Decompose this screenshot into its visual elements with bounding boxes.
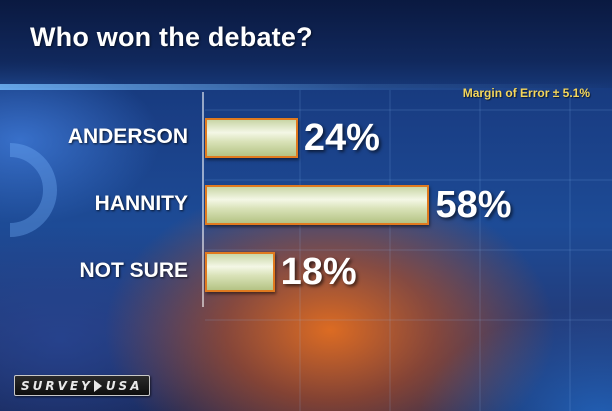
header-glow xyxy=(0,84,612,90)
category-axis-line xyxy=(202,92,204,307)
category-label: NOT SURE xyxy=(79,259,188,282)
chart-title: Who won the debate? xyxy=(30,22,313,52)
value-label: 24% xyxy=(303,117,380,159)
surveyusa-logo: SURVEY USA xyxy=(14,375,150,396)
margin-of-error-note: Margin of Error ± 5.1% xyxy=(462,86,590,100)
category-label: HANNITY xyxy=(94,192,188,215)
value-label: 18% xyxy=(280,251,357,293)
bar-anderson xyxy=(205,118,298,158)
logo-text-usa: USA xyxy=(105,378,143,393)
bar-not-sure xyxy=(205,252,275,292)
header-band xyxy=(0,0,612,88)
logo-text-survey: SURVEY xyxy=(21,378,93,393)
bar-hannity xyxy=(205,185,430,225)
logo-arrow-icon xyxy=(93,379,102,392)
category-label: ANDERSON xyxy=(67,125,188,148)
value-label: 58% xyxy=(435,184,512,226)
